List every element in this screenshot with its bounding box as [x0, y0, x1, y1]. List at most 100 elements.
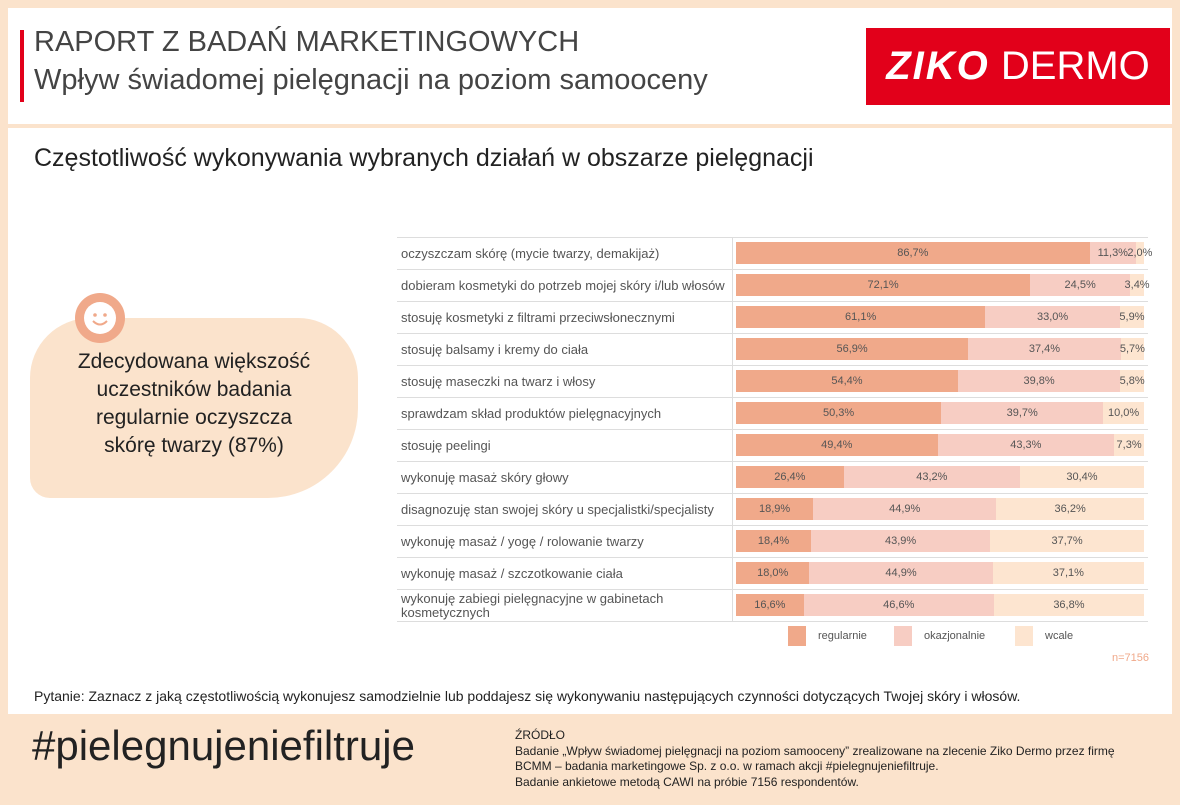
value-label: 5,7% — [1119, 343, 1145, 355]
value-label: 37,1% — [1052, 567, 1084, 579]
value-label: 30,4% — [1066, 471, 1098, 483]
value-label: 43,9% — [885, 535, 917, 547]
bar-segment: 7,3% — [1114, 434, 1144, 456]
value-label: 43,2% — [916, 471, 948, 483]
row: stosuję balsamy i kremy do ciała 56,9% 37,… — [397, 334, 1148, 366]
value-label: 10,0% — [1107, 407, 1140, 419]
value-label: 39,7% — [1006, 407, 1038, 419]
value-label: 24,5% — [1064, 279, 1096, 291]
value-label: 37,4% — [1028, 343, 1061, 355]
value-label: 61,1% — [845, 311, 877, 323]
bar-segment: 5,7% — [1119, 338, 1145, 360]
value-label: 5,8% — [1119, 375, 1145, 387]
category-label: sprawdzam skład produktów pielęgnacyjnyc… — [401, 405, 662, 421]
accent-bar — [20, 30, 24, 102]
bar-segment: 18,4% — [736, 530, 812, 552]
row: stosuję maseczki na twarz i włosy 54,4% 39… — [397, 366, 1148, 398]
bar-segment: 37,1% — [992, 562, 1144, 584]
chart-title: Częstotliwość wykonywania wybranych dzia… — [34, 144, 814, 172]
hashtag: #pielegnujeniefiltruje — [32, 722, 415, 769]
bar-segment: 46,6% — [803, 594, 994, 616]
value-label: 26,4% — [774, 471, 806, 483]
value-label: 11,3% — [1097, 247, 1128, 259]
value-label: 36,8% — [1053, 599, 1085, 611]
value-label: 39,8% — [1023, 375, 1055, 387]
legend-item: regularnie — [788, 626, 867, 646]
logo-bold: ZIKO — [886, 44, 990, 88]
callout: Zdecydowana większość uczestników badania… — [30, 348, 358, 460]
bar-segment: 61,1% — [736, 306, 986, 328]
bar-segment: 5,9% — [1119, 306, 1145, 328]
legend-label: regularnie — [818, 630, 867, 642]
category-label: dobieram kosmetyki do potrzeb mojej skór… — [401, 277, 725, 293]
bar-segment: 30,4% — [1019, 466, 1144, 488]
value-label: 37,7% — [1051, 535, 1083, 547]
bar-segment: 16,6% — [736, 594, 804, 616]
report-subtitle: Wpływ świadomej pielęgnacji na poziom sa… — [34, 64, 708, 96]
value-label: 44,9% — [885, 567, 917, 579]
category-label: stosuję kosmetyki z filtrami przeciwsłon… — [401, 309, 675, 325]
sample-note: n=7156 — [1112, 652, 1150, 664]
callout-line: uczestników badania — [96, 378, 292, 401]
row: stosuję kosmetyki z filtrami przeciwsłon… — [397, 302, 1148, 334]
legend-item: okazjonalnie — [894, 626, 985, 646]
row: wykonuję masaż / yogę / rolowanie twarzy… — [397, 526, 1148, 558]
row: wykonuję zabiegi pielęgnacyjne w gabinet… — [397, 590, 1148, 622]
bar-segment: 18,0% — [736, 562, 810, 584]
value-label: 33,0% — [1036, 311, 1069, 323]
row: dobieram kosmetyki do potrzeb mojej skór… — [397, 270, 1150, 302]
value-label: 2,0% — [1127, 247, 1153, 259]
logo: ZIKO DERMO — [866, 28, 1170, 105]
bar-segment: 5,8% — [1119, 370, 1145, 392]
logo-light: DERMO — [1000, 44, 1150, 88]
bar-segment: 24,5% — [1030, 274, 1131, 296]
smiley-icon — [75, 293, 125, 343]
value-label: 36,2% — [1054, 503, 1086, 515]
value-label: 18,4% — [757, 535, 790, 547]
category-label: wykonuję zabiegi pielęgnacyjne w gabinet… — [401, 590, 664, 620]
category-label: stosuję maseczki na twarz i włosy — [401, 373, 596, 389]
bar-segment: 44,9% — [809, 562, 993, 584]
source-line: BCMM – badania marketingowe Sp. z o.o. w… — [515, 759, 939, 773]
bar-segment: 50,3% — [736, 402, 942, 424]
legend-label: wcale — [1045, 630, 1074, 642]
row: stosuję peelingi 49,4% 43,3% 7,3% — [397, 430, 1148, 462]
bar-segment: 56,9% — [736, 338, 969, 360]
source-line: Badanie ankietowe metodą CAWI na próbie … — [515, 774, 859, 789]
legend-swatch — [1015, 626, 1033, 646]
category-label: stosuję peelingi — [401, 437, 491, 453]
source-title: ŹRÓDŁO — [515, 728, 566, 742]
bar-segment: 26,4% — [736, 466, 844, 488]
bar-segment: 10,0% — [1103, 402, 1144, 424]
bar-segment: 72,1% — [736, 274, 1031, 296]
row: wykonuję masaż / szczotkowanie ciała 18,0… — [397, 558, 1148, 590]
bar-segment: 18,9% — [736, 498, 814, 520]
row: sprawdzam skład produktów pielęgnacyjnyc… — [397, 398, 1148, 430]
row: disagnozuję stan swojej skóry u specjali… — [397, 494, 1148, 526]
callout-line: regularnie oczyszcza — [95, 406, 293, 429]
value-label: 7,3% — [1116, 439, 1142, 451]
legend-item: wcale — [1015, 626, 1073, 646]
row: oczyszczam skórę (mycie twarzy, demakija… — [397, 238, 1152, 270]
value-label: 18,0% — [757, 567, 789, 579]
category-label: oczyszczam skórę (mycie twarzy, demakija… — [401, 245, 660, 261]
category-label: wykonuję masaż / yogę / rolowanie twarzy — [401, 533, 644, 549]
legend-label: okazjonalnie — [924, 630, 986, 642]
category-label: disagnozuję stan swojej skóry u specjali… — [401, 501, 714, 517]
value-label: 43,3% — [1010, 439, 1042, 451]
callout-line: Zdecydowana większość — [77, 350, 311, 373]
bar-segment: 3,4% — [1125, 274, 1150, 296]
bar-segment: 54,4% — [736, 370, 958, 392]
value-label: 46,6% — [883, 599, 915, 611]
bar-segment: 44,9% — [813, 498, 997, 520]
bar-segment: 11,3% — [1089, 242, 1136, 264]
bar-segment: 39,8% — [957, 370, 1121, 392]
source: ŹRÓDŁO Badanie „Wpływ świadomej pielęgnac… — [515, 728, 1115, 790]
value-label: 5,9% — [1119, 311, 1145, 323]
bar-segment: 39,7% — [941, 402, 1104, 424]
value-label: 56,9% — [836, 343, 868, 355]
value-label: 18,9% — [758, 503, 791, 515]
value-label: 54,4% — [831, 375, 863, 387]
bar-segment: 86,7% — [736, 242, 1090, 264]
